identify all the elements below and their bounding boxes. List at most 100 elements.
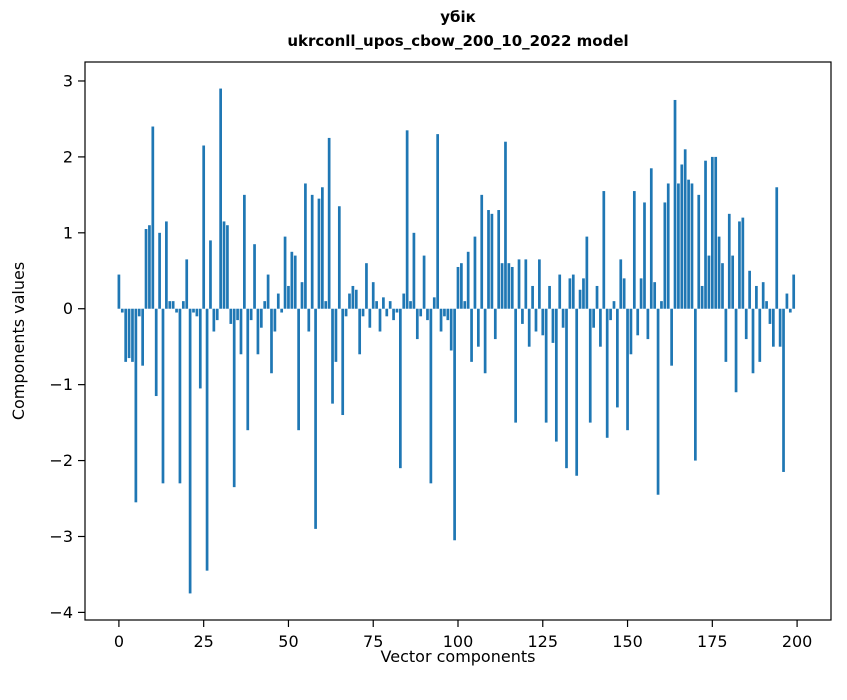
- bar: [619, 259, 623, 309]
- bar: [690, 183, 694, 309]
- bar: [626, 308, 629, 431]
- bar: [646, 308, 650, 340]
- bar: [307, 308, 311, 332]
- bar: [582, 278, 585, 309]
- bar: [517, 259, 521, 309]
- bar: [215, 308, 219, 321]
- bar: [697, 194, 701, 309]
- bar: [371, 282, 375, 309]
- bar: [202, 145, 206, 309]
- bar: [344, 308, 348, 317]
- bar: [439, 308, 443, 332]
- bar: [429, 308, 433, 484]
- bar: [476, 308, 480, 347]
- bar: [144, 229, 148, 309]
- bar: [605, 308, 609, 438]
- bar: [351, 285, 355, 309]
- x-tick-label: 0: [114, 632, 124, 651]
- bar: [463, 301, 467, 309]
- bar: [249, 308, 253, 321]
- bars-group: [117, 88, 796, 594]
- y-tick-label: 1: [63, 223, 73, 242]
- bar: [734, 308, 738, 393]
- bar: [375, 301, 378, 309]
- bar: [337, 206, 341, 309]
- bar: [700, 285, 704, 309]
- bar: [117, 274, 121, 309]
- x-tick-label: 50: [278, 632, 298, 651]
- bar: [405, 130, 409, 309]
- bar: [161, 308, 165, 484]
- y-tick-label: −4: [49, 603, 73, 622]
- bar: [432, 297, 436, 309]
- bar: [287, 285, 290, 309]
- bar: [670, 308, 673, 366]
- bar: [378, 308, 382, 332]
- bar: [297, 308, 300, 431]
- bar: [226, 225, 229, 309]
- y-tick-label: 3: [63, 71, 73, 90]
- bar: [507, 263, 511, 309]
- bar: [744, 308, 748, 340]
- bar: [534, 308, 538, 332]
- bar: [490, 213, 494, 309]
- bar: [612, 301, 616, 309]
- bar: [263, 301, 267, 309]
- bar: [778, 308, 782, 347]
- bar: [331, 308, 334, 404]
- x-ticks-group: 0 25 50 75 100 125 150 175 200: [114, 620, 813, 651]
- bar: [246, 308, 250, 431]
- bar: [656, 308, 660, 495]
- bar: [561, 308, 565, 328]
- x-tick-label: 200: [782, 632, 813, 651]
- bar: [270, 308, 273, 374]
- bar: [466, 251, 470, 309]
- bar: [500, 263, 504, 309]
- bar: [680, 164, 684, 309]
- bar: [348, 293, 351, 309]
- bar: [168, 301, 172, 309]
- bar: [256, 308, 260, 355]
- y-axis-label: Components values: [9, 262, 28, 420]
- bar: [548, 285, 551, 309]
- bar: [236, 308, 239, 321]
- bar: [317, 198, 321, 309]
- bar: [602, 191, 606, 309]
- bar: [151, 126, 155, 309]
- bar: [293, 255, 297, 309]
- bar: [175, 308, 178, 313]
- bar: [683, 149, 687, 309]
- bar: [483, 308, 487, 374]
- bar: [131, 308, 134, 362]
- bar: [409, 301, 412, 309]
- bar: [788, 308, 792, 313]
- bar: [792, 274, 796, 309]
- bar: [578, 289, 582, 309]
- bar: [571, 274, 575, 309]
- bar: [334, 308, 338, 362]
- bar: [361, 308, 365, 317]
- bar: [636, 308, 640, 336]
- x-tick-label: 25: [194, 632, 214, 651]
- bar: [358, 308, 362, 355]
- bar: [639, 278, 643, 309]
- bar: [731, 255, 735, 309]
- bar: [392, 308, 395, 321]
- y-tick-label: −1: [49, 375, 73, 394]
- bar: [694, 308, 697, 461]
- bar: [510, 266, 514, 309]
- bar: [243, 194, 246, 309]
- bar: [493, 308, 497, 340]
- bar: [751, 308, 755, 374]
- bar: [558, 274, 562, 309]
- bar: [192, 308, 195, 313]
- bar: [365, 263, 368, 309]
- bar: [422, 255, 426, 309]
- y-tick-label: 0: [63, 299, 73, 318]
- bar: [527, 308, 531, 347]
- x-tick-label: 100: [443, 632, 474, 651]
- bar: [402, 293, 406, 309]
- bar: [198, 308, 202, 389]
- y-tick-label: −3: [49, 527, 73, 546]
- bar: [632, 191, 636, 309]
